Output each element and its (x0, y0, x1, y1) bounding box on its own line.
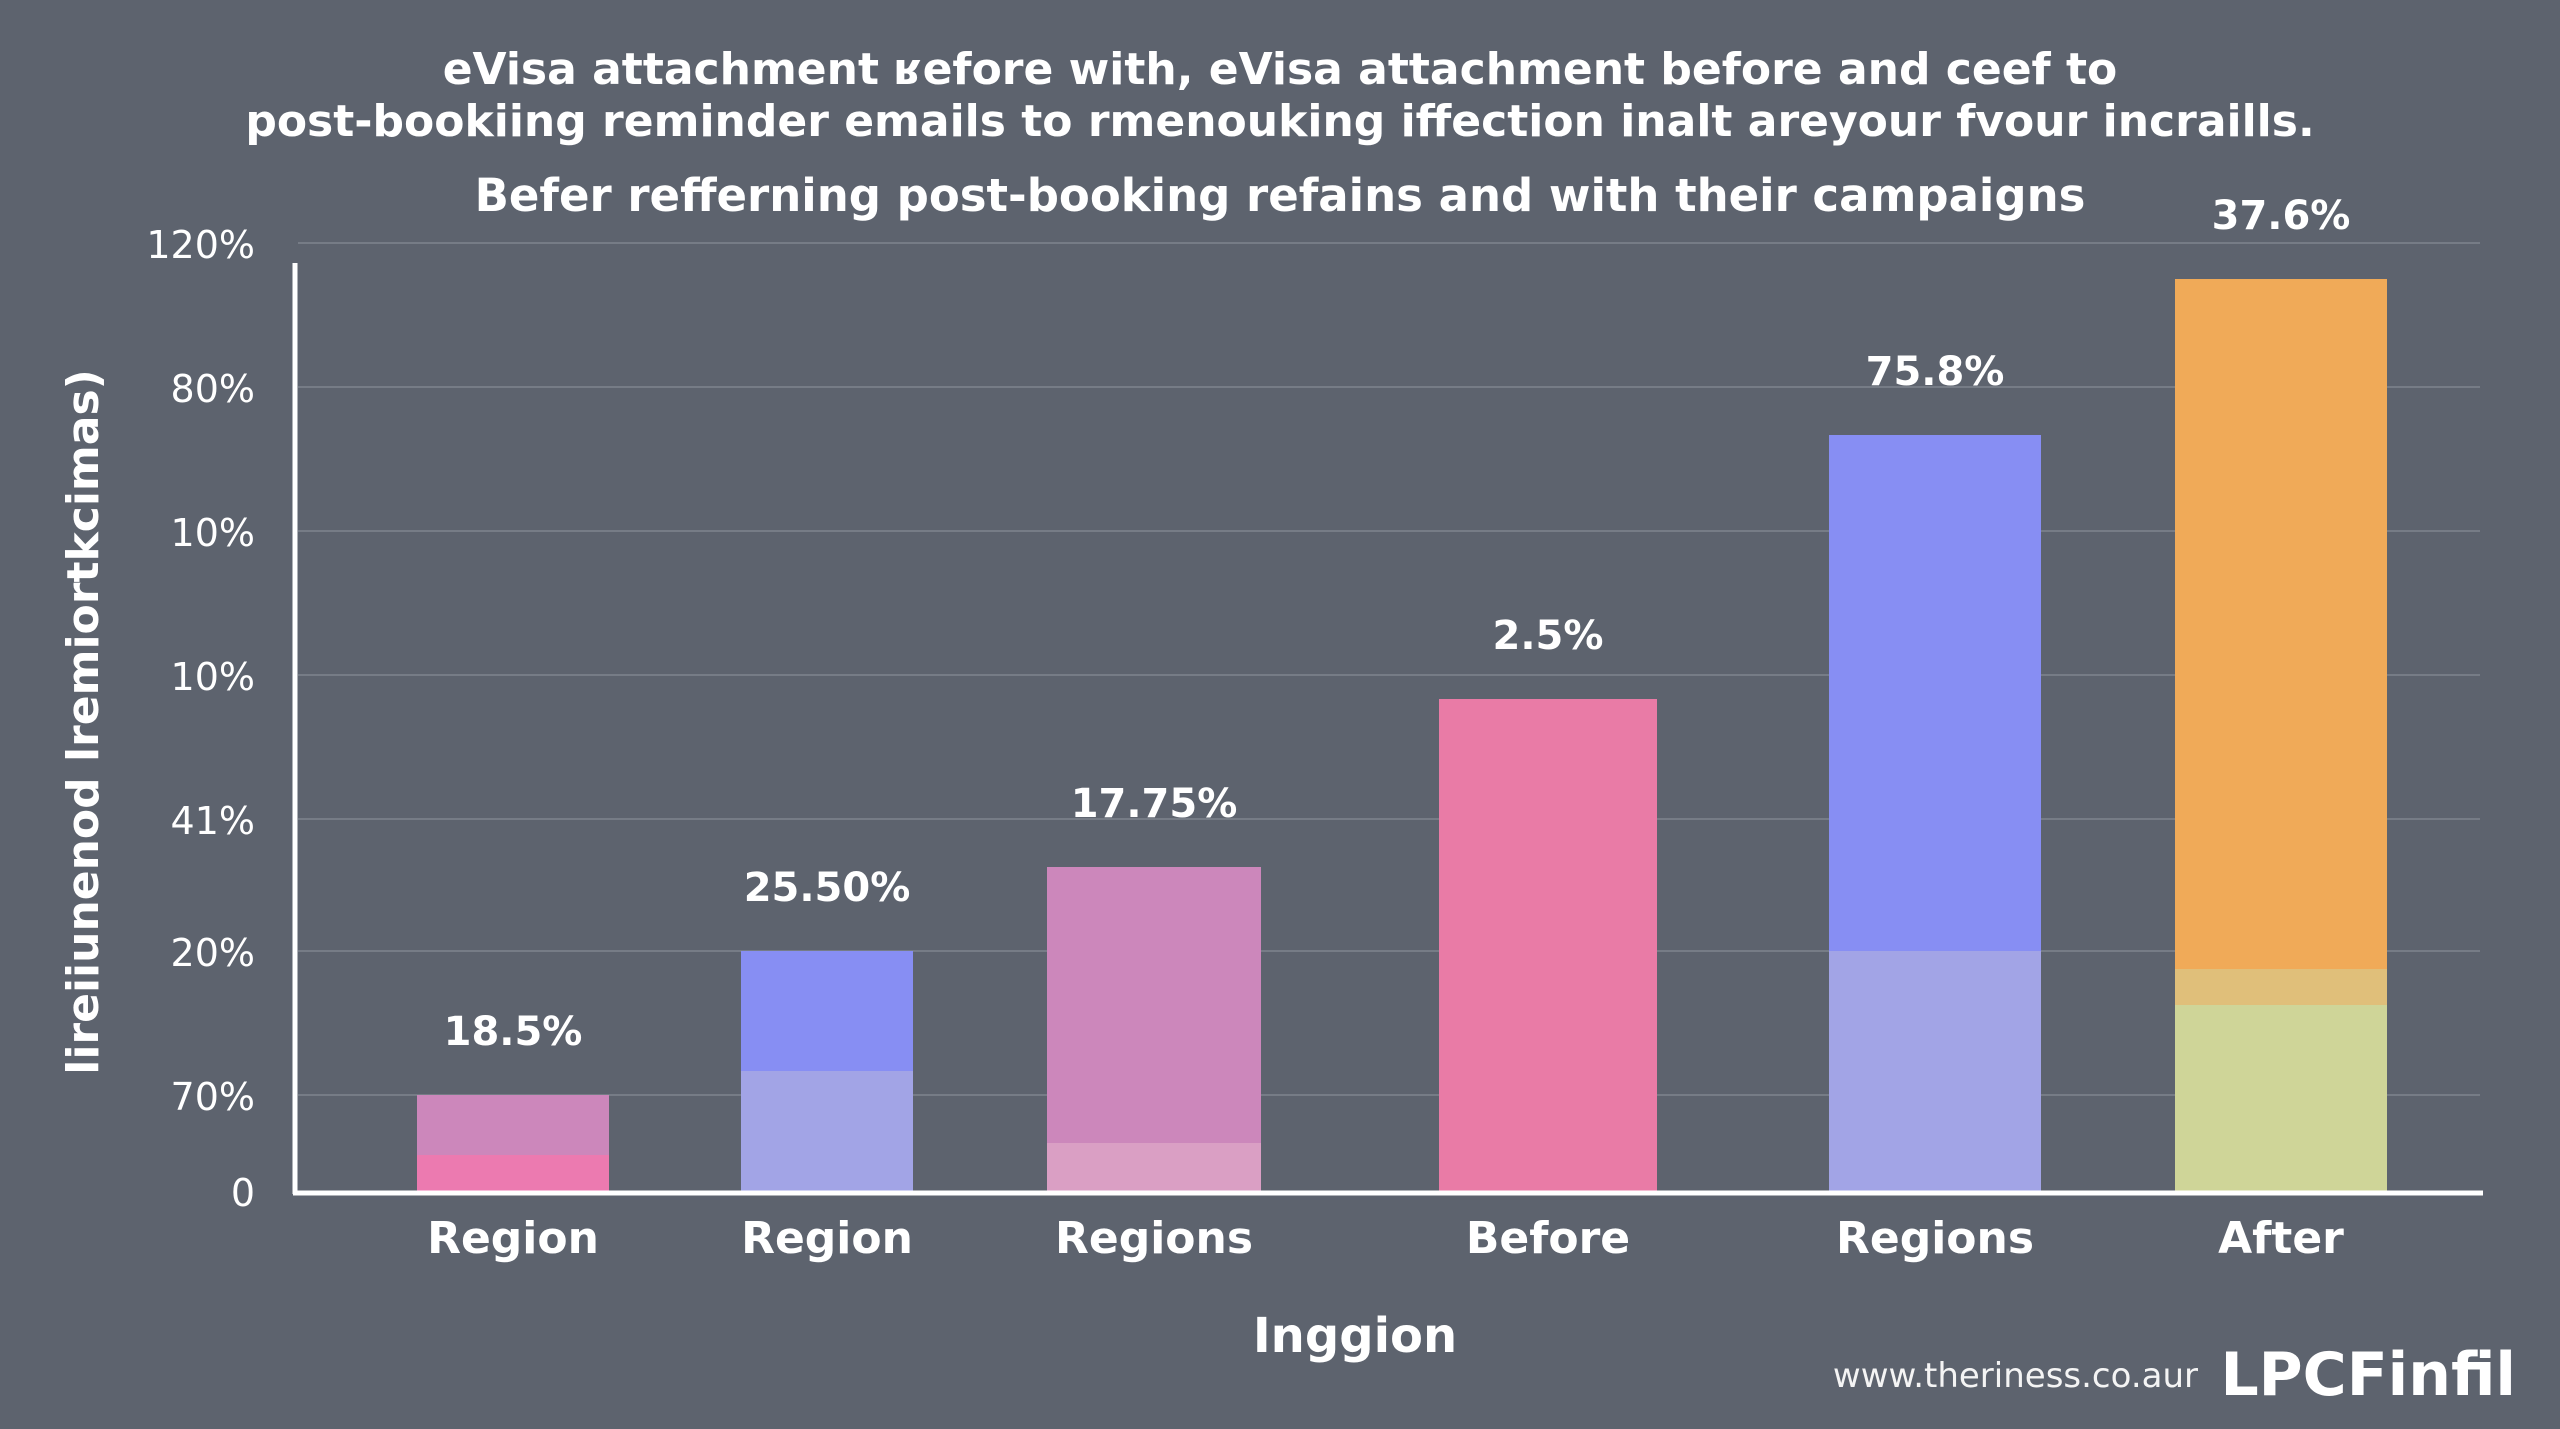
bar-segment (417, 1095, 609, 1155)
x-tick-label: Regions (1055, 1213, 1253, 1264)
chart-title-line-1: eVisa attachment ʁefore with, eVisa atta… (442, 44, 2118, 95)
y-tick-label: 20% (171, 931, 255, 975)
bar-value-label: 37.6% (2212, 193, 2351, 239)
x-tick-label: After (2218, 1213, 2344, 1264)
bar-segment (417, 1155, 609, 1191)
bar-value-label: 18.5% (444, 1009, 583, 1055)
y-tick-label: 70% (171, 1075, 255, 1119)
bar-segment (741, 1071, 913, 1191)
x-tick-label: Region (427, 1213, 599, 1264)
bars (417, 279, 2387, 1191)
brand-logo: LPCFinfil (2220, 1340, 2516, 1410)
y-tick-label: 0 (231, 1171, 255, 1215)
x-axis-ticks: Region Region Regions Before Regions After (427, 1213, 2344, 1264)
bar-segment (1047, 1143, 1261, 1191)
y-axis-ticks: 0 70% 20% 41% 10% 10% 80% 120% (146, 223, 255, 1215)
bar-value-label: 17.75% (1071, 781, 1238, 827)
source-url: www.theriness.co.aur (1832, 1356, 2198, 1396)
bar-segment (741, 951, 913, 1071)
x-tick-label: Before (1466, 1213, 1630, 1264)
gridlines (298, 242, 2480, 1096)
x-tick-label: Regions (1836, 1213, 2034, 1264)
y-axis-label: lireiiunenod lremiortkcimas) (58, 369, 109, 1075)
bar-value-label: 75.8% (1866, 349, 2005, 395)
bar-value-label: 25.50% (744, 865, 911, 911)
y-tick-label: 10% (171, 511, 255, 555)
bar-segment (1047, 867, 1261, 1143)
x-axis-label: Inggion (1253, 1308, 1457, 1364)
bar-segment (1829, 951, 2041, 1191)
value-labels: 18.5% 25.50% 17.75% 2.5% 75.8% 37.6% (444, 193, 2351, 1055)
bar-segment (1439, 699, 1657, 1191)
bar-value-label: 2.5% (1493, 613, 1604, 659)
y-tick-label: 120% (146, 223, 255, 267)
y-tick-label: 80% (171, 367, 255, 411)
bar-segment (2175, 969, 2387, 1005)
bar-segment (2175, 1005, 2387, 1191)
chart-title-line-2: post-bookiing reminder emails to rmenouk… (245, 96, 2315, 147)
y-tick-label: 10% (171, 655, 255, 699)
bar-segment (1829, 435, 2041, 951)
y-tick-label: 41% (171, 799, 255, 843)
bar-segment (2175, 279, 2387, 969)
x-tick-label: Region (741, 1213, 913, 1264)
chart-subtitle: Befer refferning post-booking refains an… (474, 169, 2086, 222)
